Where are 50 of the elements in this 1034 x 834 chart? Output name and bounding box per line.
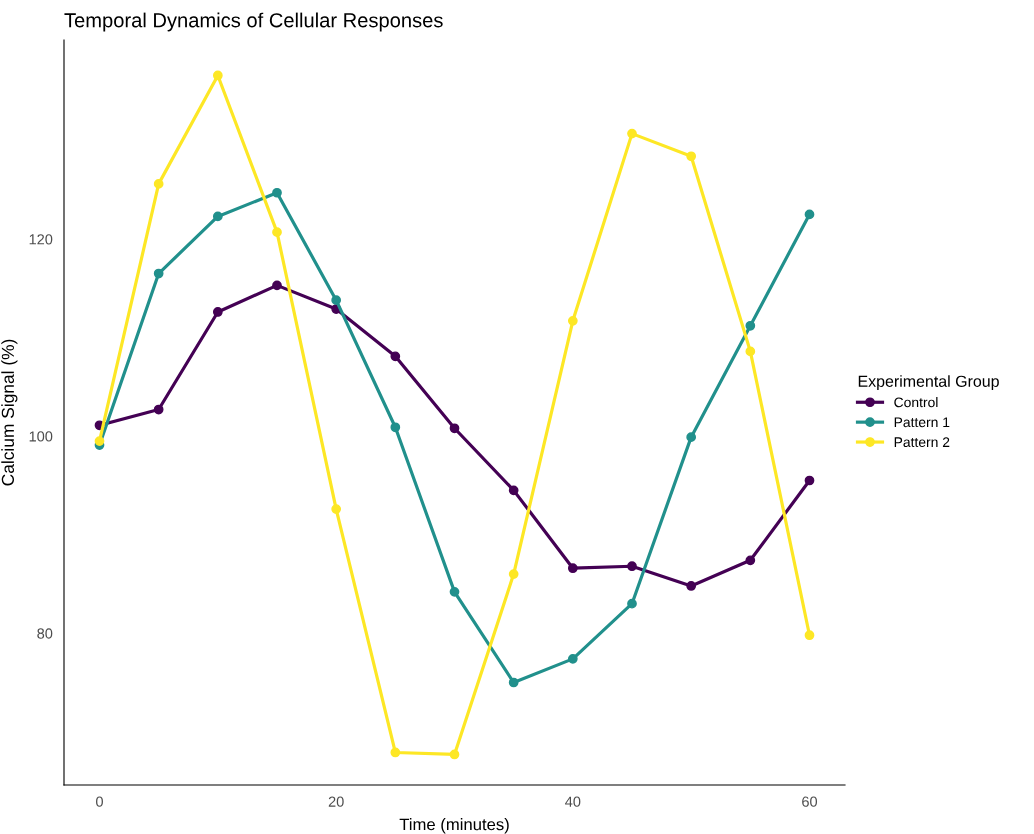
point bbox=[745, 346, 756, 357]
point bbox=[153, 179, 164, 189]
point bbox=[212, 211, 223, 222]
point bbox=[745, 320, 756, 331]
y-tick-label: 80 bbox=[37, 628, 53, 639]
x-tick-label: 20 bbox=[328, 796, 344, 807]
point bbox=[272, 280, 282, 291]
point bbox=[449, 423, 460, 434]
point bbox=[508, 485, 519, 496]
point bbox=[686, 581, 697, 591]
point bbox=[686, 432, 697, 442]
point bbox=[94, 436, 105, 446]
x-tick-label: 40 bbox=[565, 796, 581, 807]
point bbox=[567, 654, 578, 664]
point bbox=[390, 422, 401, 433]
point bbox=[686, 151, 697, 162]
y-axis-title: Calcium Signal (%) bbox=[1, 339, 18, 486]
point bbox=[804, 630, 815, 641]
legend-label: Control bbox=[894, 397, 938, 408]
point bbox=[745, 555, 756, 566]
x-axis-title: Time (minutes) bbox=[399, 818, 509, 834]
point bbox=[627, 561, 637, 572]
point bbox=[567, 563, 578, 574]
point bbox=[804, 209, 815, 220]
y-tick-label: 100 bbox=[29, 431, 53, 442]
point bbox=[449, 749, 460, 760]
y-tick-label: 120 bbox=[29, 234, 53, 245]
point bbox=[627, 598, 637, 609]
point bbox=[272, 227, 282, 238]
x-tick-label: 0 bbox=[96, 796, 103, 807]
legend-title: Experimental Group bbox=[858, 375, 999, 391]
point bbox=[390, 351, 401, 362]
point bbox=[153, 404, 164, 415]
point bbox=[153, 268, 164, 279]
point bbox=[331, 504, 342, 514]
point bbox=[804, 475, 815, 486]
x-tick-label: 60 bbox=[802, 796, 818, 807]
point bbox=[212, 70, 223, 81]
point bbox=[508, 569, 519, 579]
point bbox=[449, 586, 460, 597]
point bbox=[627, 128, 637, 139]
point bbox=[272, 187, 282, 198]
legend-label: Pattern 2 bbox=[894, 437, 950, 448]
point bbox=[331, 295, 342, 306]
legend-label: Pattern 1 bbox=[894, 417, 950, 428]
point bbox=[212, 307, 223, 317]
point bbox=[508, 677, 519, 688]
chart-title: Temporal Dynamics of Cellular Responses bbox=[64, 12, 443, 32]
point bbox=[390, 747, 401, 758]
point bbox=[567, 315, 578, 326]
